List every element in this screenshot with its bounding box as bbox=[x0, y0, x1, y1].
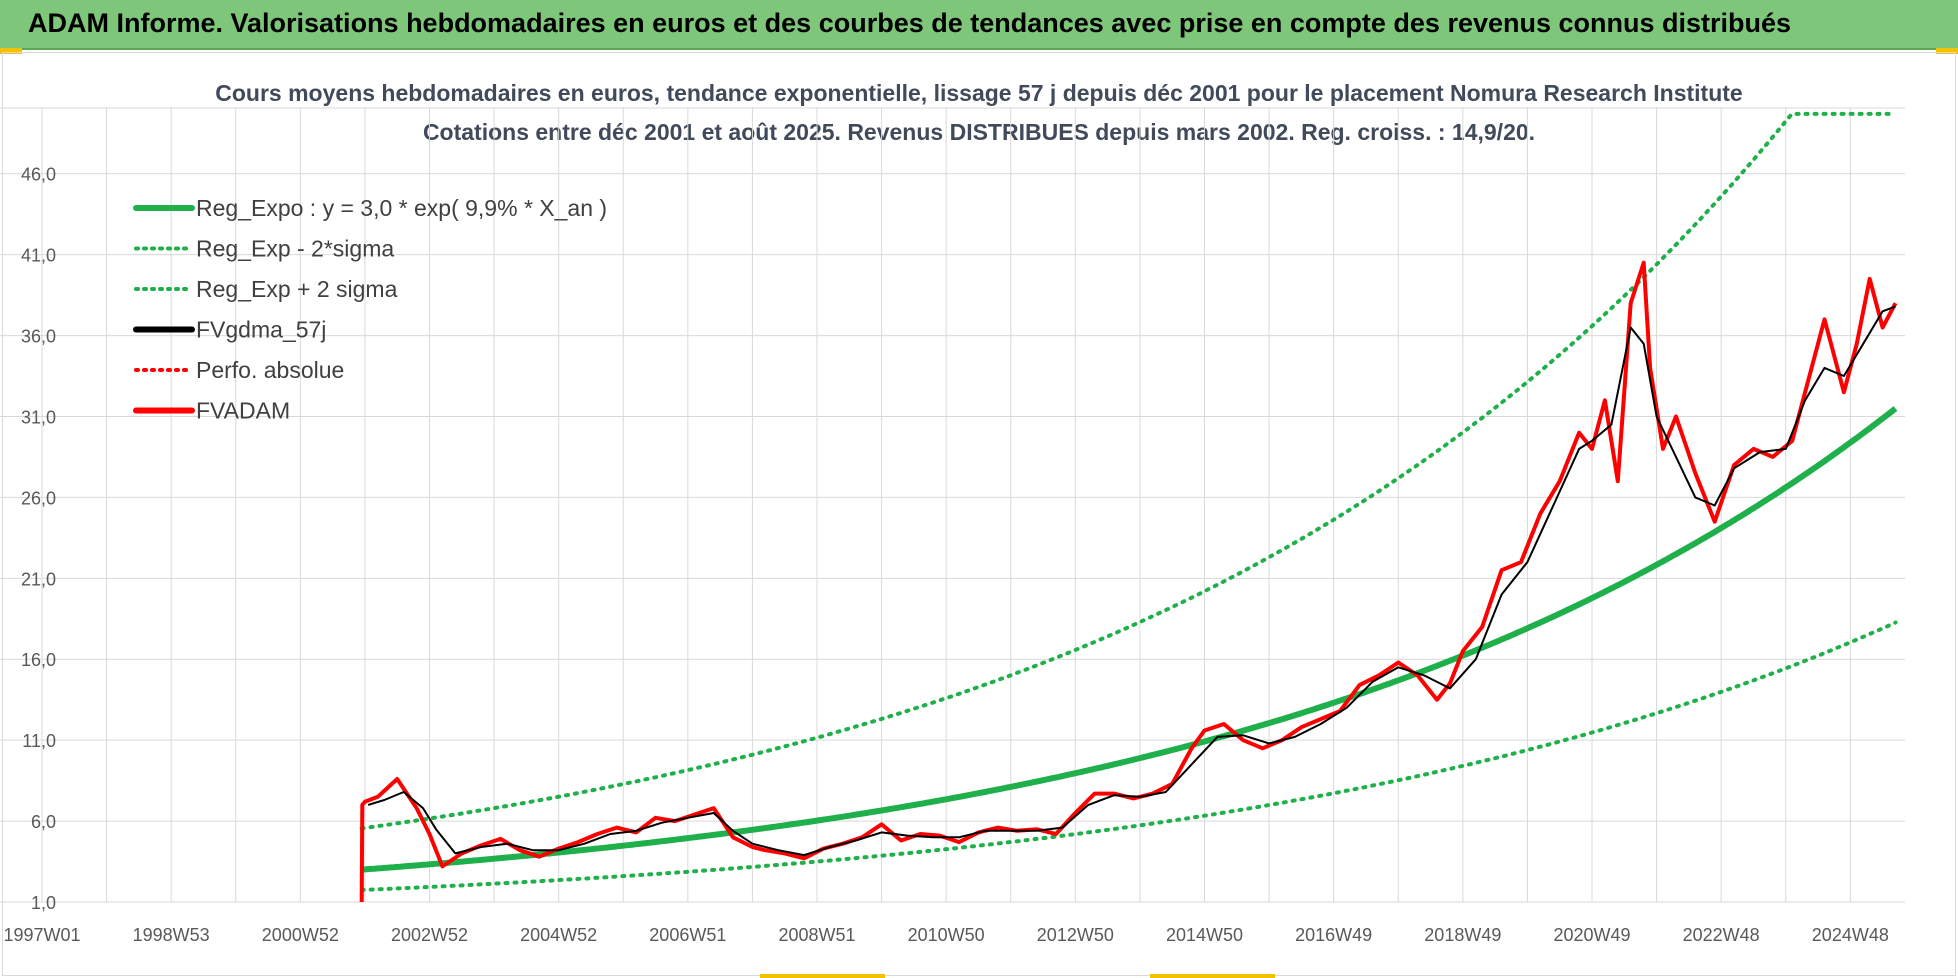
y-tick-label: 36,0 bbox=[21, 327, 56, 347]
y-tick-label: 46,0 bbox=[21, 165, 56, 185]
chart-title: Cours moyens hebdomadaires en euros, ten… bbox=[215, 80, 1743, 106]
series-reg-expo bbox=[361, 406, 1898, 873]
y-tick-label: 26,0 bbox=[21, 488, 56, 508]
y-tick-label: 6,0 bbox=[31, 812, 56, 832]
x-tick-label: 2010W50 bbox=[908, 925, 985, 945]
x-tick-label: 1997W01 bbox=[3, 925, 80, 945]
bottom-mark-1 bbox=[760, 974, 885, 978]
chart-frame bbox=[2, 52, 1956, 976]
axis-labels: 1,0 6,0 11,0 16,0 21,0 26,0 31,0 36,0 41,0 46,0 19… bbox=[3, 165, 1888, 945]
series-lines bbox=[359, 111, 1898, 903]
x-tick-label: 2024W48 bbox=[1812, 925, 1889, 945]
legend-label: Reg_Expo : y = 3,0 * exp( 9,9% * X_an ) bbox=[196, 195, 607, 221]
chart-subtitle: Cotations entre déc 2001 et août 2025. R… bbox=[422, 119, 1536, 145]
corner-mark-left bbox=[0, 48, 22, 54]
legend-label: Reg_Exp - 2*sigma bbox=[196, 236, 394, 262]
x-tick-label: 2020W49 bbox=[1553, 925, 1630, 945]
x-tick-label: 2022W48 bbox=[1683, 925, 1760, 945]
x-tick-label: 2016W49 bbox=[1295, 925, 1372, 945]
corner-mark-right bbox=[1936, 48, 1958, 54]
legend: Reg_Expo : y = 3,0 * exp( 9,9% * X_an ) R… bbox=[133, 195, 607, 424]
x-tick-label: 2014W50 bbox=[1166, 925, 1243, 945]
header-banner: ADAM Informe. Valorisations hebdomadaire… bbox=[0, 0, 1958, 50]
x-tick-label: 2012W50 bbox=[1037, 925, 1114, 945]
header-title: ADAM Informe. Valorisations hebdomadaire… bbox=[28, 8, 1792, 38]
series-fvadam bbox=[359, 260, 1898, 903]
y-tick-label: 16,0 bbox=[21, 650, 56, 670]
x-tick-label: 2002W52 bbox=[391, 925, 468, 945]
x-tick-label: 1998W53 bbox=[133, 925, 210, 945]
legend-label: Reg_Exp + 2 sigma bbox=[196, 276, 398, 302]
series-fvgdma-57j bbox=[367, 305, 1896, 857]
grid-lines bbox=[0, 107, 1905, 903]
x-tick-label: 2004W52 bbox=[520, 925, 597, 945]
y-tick-label: 1,0 bbox=[31, 893, 56, 913]
bottom-mark-2 bbox=[1150, 974, 1275, 978]
y-tick-label: 41,0 bbox=[21, 246, 56, 266]
y-tick-label: 11,0 bbox=[22, 731, 56, 751]
x-tick-label: 2006W51 bbox=[649, 925, 726, 945]
legend-label: FVADAM bbox=[196, 398, 290, 424]
legend-label: Perfo. absolue bbox=[196, 357, 344, 383]
legend-label: FVgdma_57j bbox=[196, 317, 326, 343]
y-tick-label: 21,0 bbox=[21, 569, 56, 589]
x-tick-label: 2018W49 bbox=[1424, 925, 1501, 945]
series-reg-exp-plus-2sigma bbox=[359, 111, 1898, 831]
y-tick-label: 31,0 bbox=[21, 407, 56, 427]
x-tick-label: 2000W52 bbox=[262, 925, 339, 945]
x-tick-label: 2008W51 bbox=[778, 925, 855, 945]
